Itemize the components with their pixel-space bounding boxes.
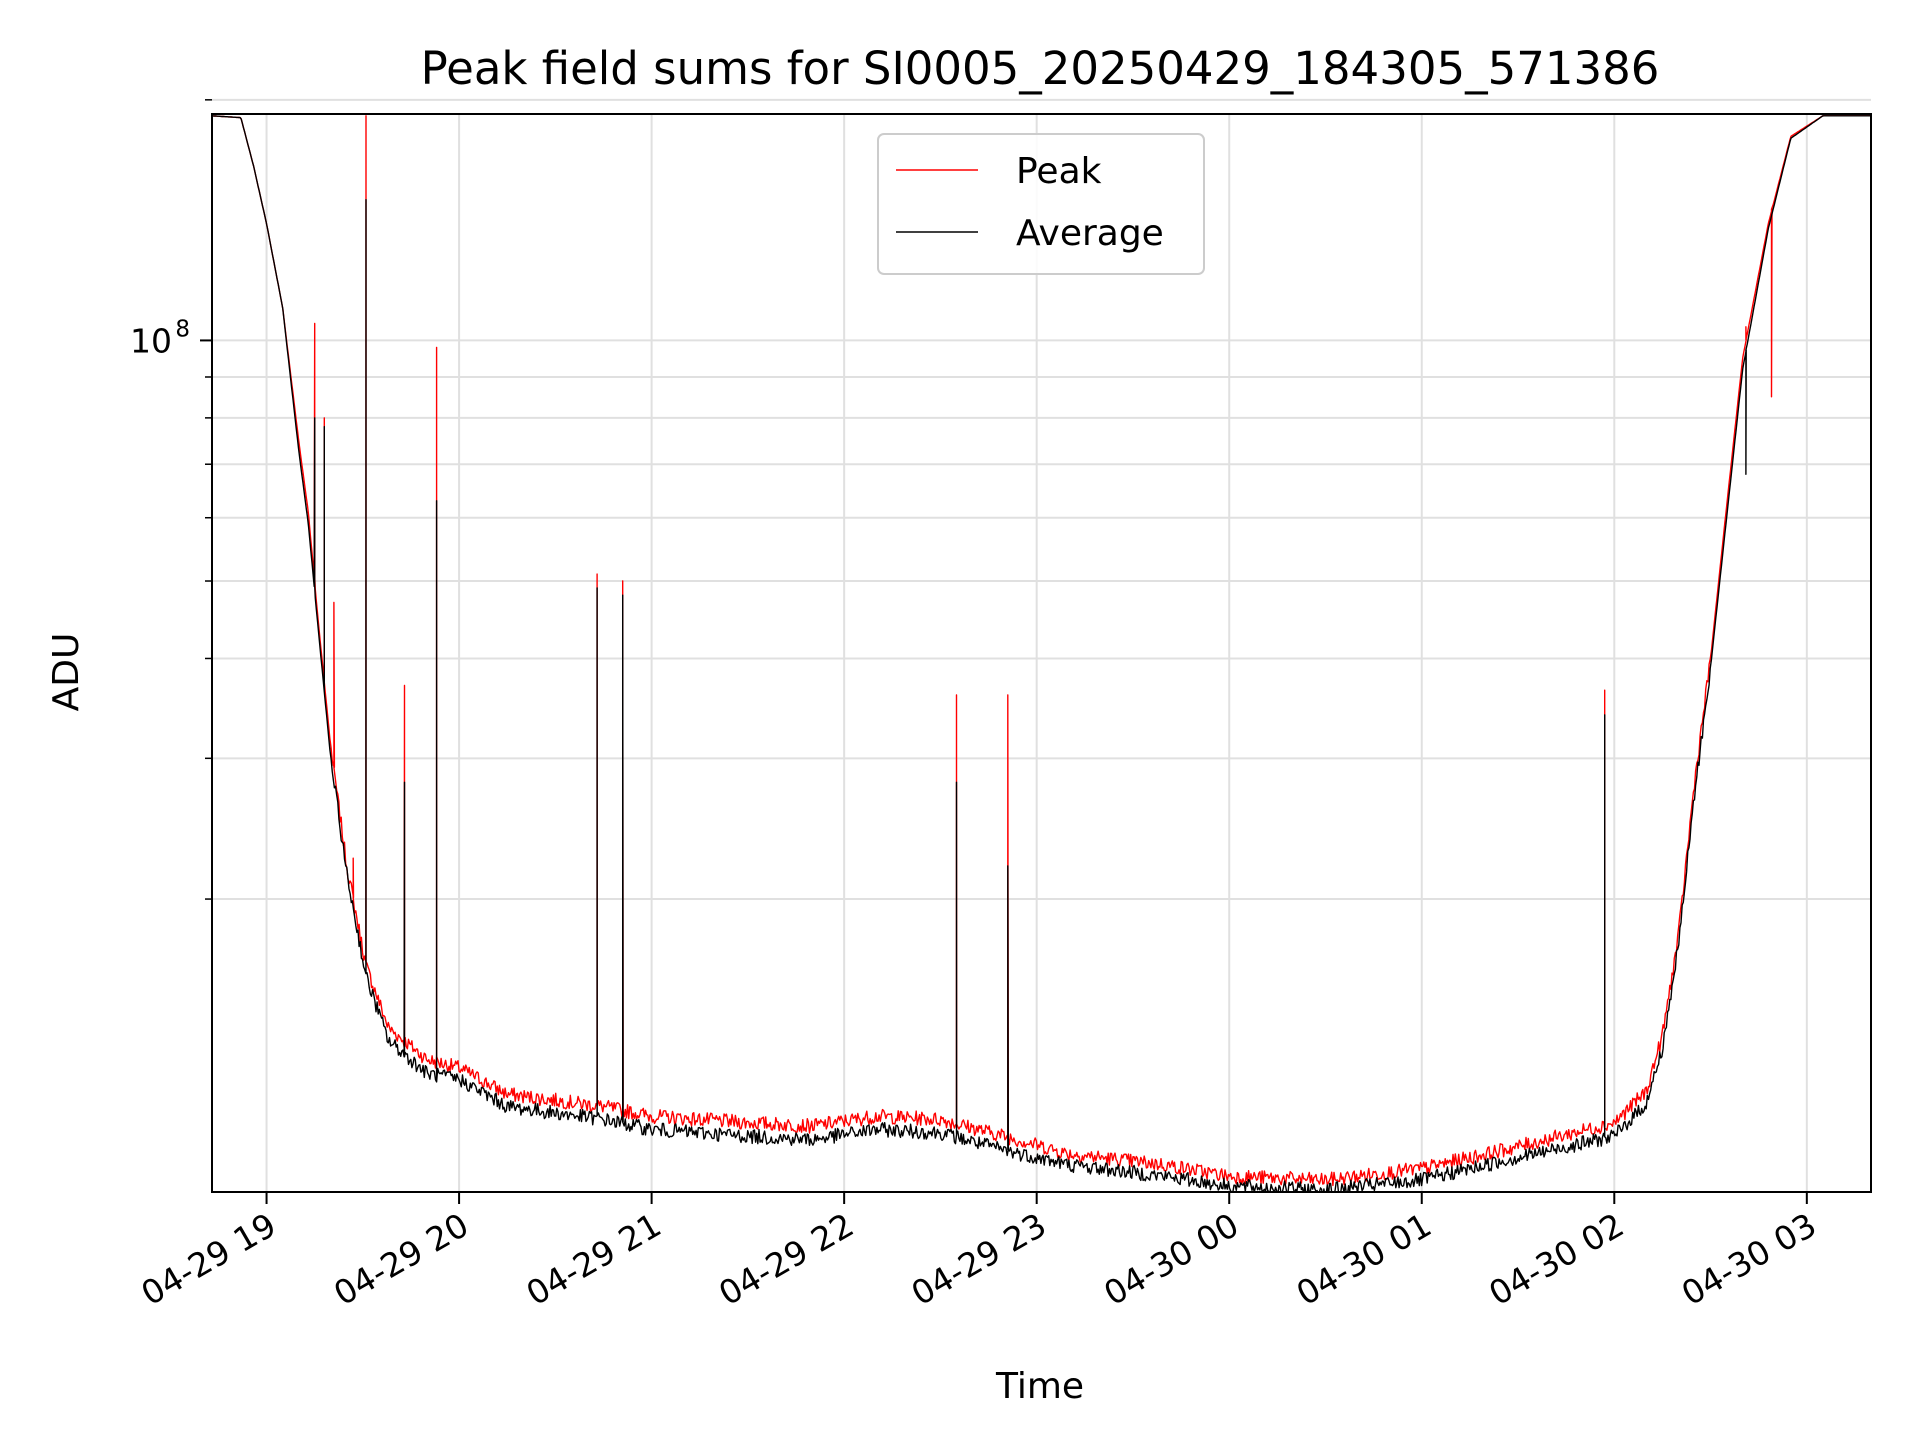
y-tick-label: 10: [130, 321, 172, 360]
axes-frame: [211, 113, 1872, 1193]
y-axis-label: ADU: [46, 633, 87, 712]
grid-lines: [212, 98, 1871, 1192]
y-axis-ticks: 10 8: [130, 99, 212, 900]
series-line-peak: [212, 115, 1871, 1187]
y-tick-label-exponent: 8: [175, 316, 190, 342]
legend-box: [877, 133, 1205, 275]
x-axis-label: Time: [995, 1366, 1084, 1407]
legend: Peak Average: [877, 133, 1205, 275]
plot-series-group: [212, 115, 1871, 1192]
legend-label-peak: Peak: [1016, 151, 1102, 192]
legend-label-average: Average: [1016, 213, 1164, 254]
series-line-average: [212, 115, 1871, 1192]
plot-area: [212, 115, 1871, 1192]
y-tick-label-base: 10: [130, 321, 172, 360]
chart-title: Peak field sums for SI0005_20250429_1843…: [421, 42, 1660, 95]
